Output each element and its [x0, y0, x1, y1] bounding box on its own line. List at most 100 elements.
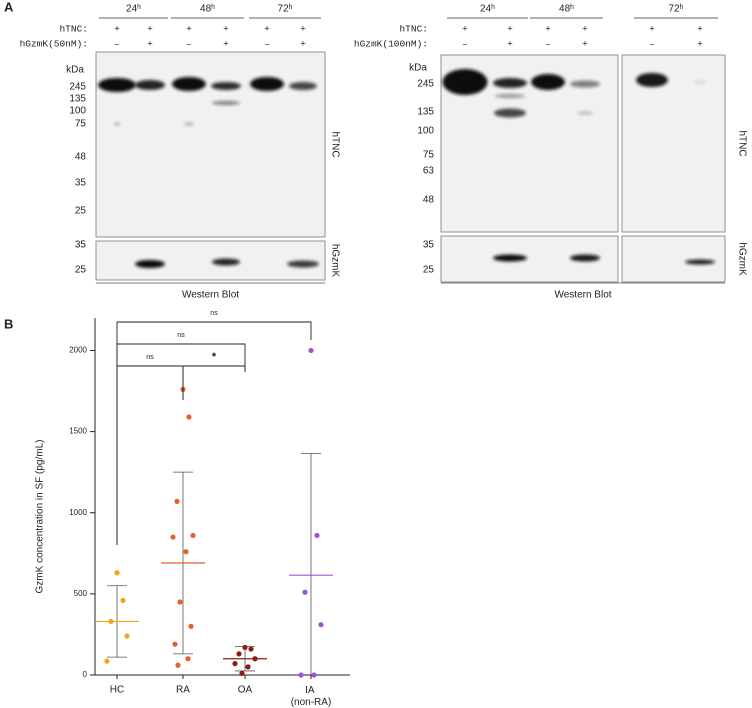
band: [693, 80, 707, 84]
band: [114, 122, 120, 126]
data-point: [236, 651, 242, 657]
marker-label: 48: [423, 195, 435, 206]
y-tick-label: 1000: [69, 508, 87, 517]
sig-label: ns: [210, 310, 218, 317]
row-label: hGzmK(50nM):: [20, 39, 88, 50]
sig-bracket: [116, 365, 184, 545]
panel-label: B: [4, 316, 13, 331]
row-label: hTNC:: [399, 24, 428, 35]
lane-sign: –: [545, 39, 551, 50]
timepoint: 24ʰ: [480, 4, 495, 15]
data-point: [242, 644, 248, 651]
sig-label: *: [212, 351, 217, 363]
data-point: [172, 641, 178, 647]
marker-label: 100: [69, 106, 86, 117]
marker-label: 35: [75, 240, 87, 251]
lane-sign: –: [649, 39, 655, 50]
lane-sign: +: [264, 24, 270, 35]
side-label: hGzmK: [329, 244, 340, 278]
band: [442, 69, 488, 95]
marker-label: 25: [75, 206, 87, 217]
data-point: [183, 549, 189, 555]
band: [250, 77, 284, 91]
lane-sign: +: [147, 24, 153, 35]
lane-sign: +: [223, 24, 229, 35]
band: [493, 78, 527, 88]
lane-sign: +: [223, 39, 229, 50]
lane-sign: +: [649, 24, 655, 35]
lane-sign: +: [507, 39, 513, 50]
marker-label: 35: [75, 178, 87, 189]
band: [685, 259, 715, 265]
band: [135, 80, 165, 90]
data-point: [108, 618, 114, 625]
x-tick-label: RA: [176, 685, 190, 696]
band: [135, 260, 165, 268]
marker-label: 245: [417, 79, 434, 90]
data-point: [190, 532, 196, 539]
data-point: [232, 661, 238, 667]
timepoint: 24ʰ: [126, 4, 141, 15]
data-point: [314, 532, 320, 539]
lane-sign: +: [186, 24, 192, 35]
lane-sign: +: [147, 39, 153, 50]
marker-label: 48: [75, 152, 87, 163]
data-point: [318, 622, 324, 628]
lane-sign: +: [545, 24, 551, 35]
y-tick-label: 2000: [69, 346, 87, 355]
lane-sign: +: [582, 39, 588, 50]
timepoint: 72ʰ: [278, 4, 293, 15]
kda-label: kDa: [66, 65, 84, 76]
data-point: [308, 347, 314, 354]
marker-label: 25: [423, 265, 435, 276]
lane-sign: –: [186, 39, 192, 50]
lane-sign: –: [462, 39, 468, 50]
lane-sign: –: [264, 39, 270, 50]
row-label: hTNC:: [59, 24, 88, 35]
x-tick-label: HC: [110, 685, 124, 696]
y-tick-label: 0: [83, 670, 88, 679]
data-point: [177, 599, 183, 605]
data-point: [174, 498, 180, 504]
data-point: [302, 589, 308, 595]
timepoint: 48ʰ: [559, 4, 574, 15]
membrane: [621, 235, 726, 283]
side-label: hGzmK: [736, 242, 747, 276]
data-point: [248, 646, 254, 652]
kda-label: kDa: [409, 63, 427, 74]
data-point: [311, 672, 317, 678]
membrane: [95, 51, 326, 238]
data-point: [185, 656, 191, 662]
band: [494, 108, 526, 118]
data-point: [239, 670, 245, 676]
membrane: [621, 54, 726, 233]
lane-sign: +: [582, 24, 588, 35]
marker-label: 135: [69, 94, 86, 105]
timepoint: 72ʰ: [669, 4, 684, 15]
data-point: [186, 414, 192, 420]
marker-label: 63: [423, 166, 435, 177]
marker-label: 135: [417, 107, 434, 118]
sig-label: ns: [177, 332, 185, 339]
marker-label: 35: [423, 240, 435, 251]
data-point: [188, 623, 194, 629]
marker-label: 75: [75, 119, 87, 130]
marker-label: 245: [69, 82, 86, 93]
lane-sign: +: [300, 24, 306, 35]
lane-sign: +: [697, 39, 703, 50]
band: [289, 82, 317, 90]
band: [493, 254, 527, 262]
band: [212, 258, 240, 266]
band: [495, 94, 525, 98]
sig-label: ns: [146, 354, 154, 361]
y-tick-label: 1500: [69, 427, 87, 436]
data-point: [170, 534, 176, 540]
band: [184, 122, 194, 126]
footer: Western Blot: [182, 290, 239, 301]
lane-sign: +: [114, 24, 120, 35]
band: [531, 74, 565, 90]
band: [570, 254, 600, 262]
band: [98, 78, 136, 92]
band: [577, 111, 593, 115]
